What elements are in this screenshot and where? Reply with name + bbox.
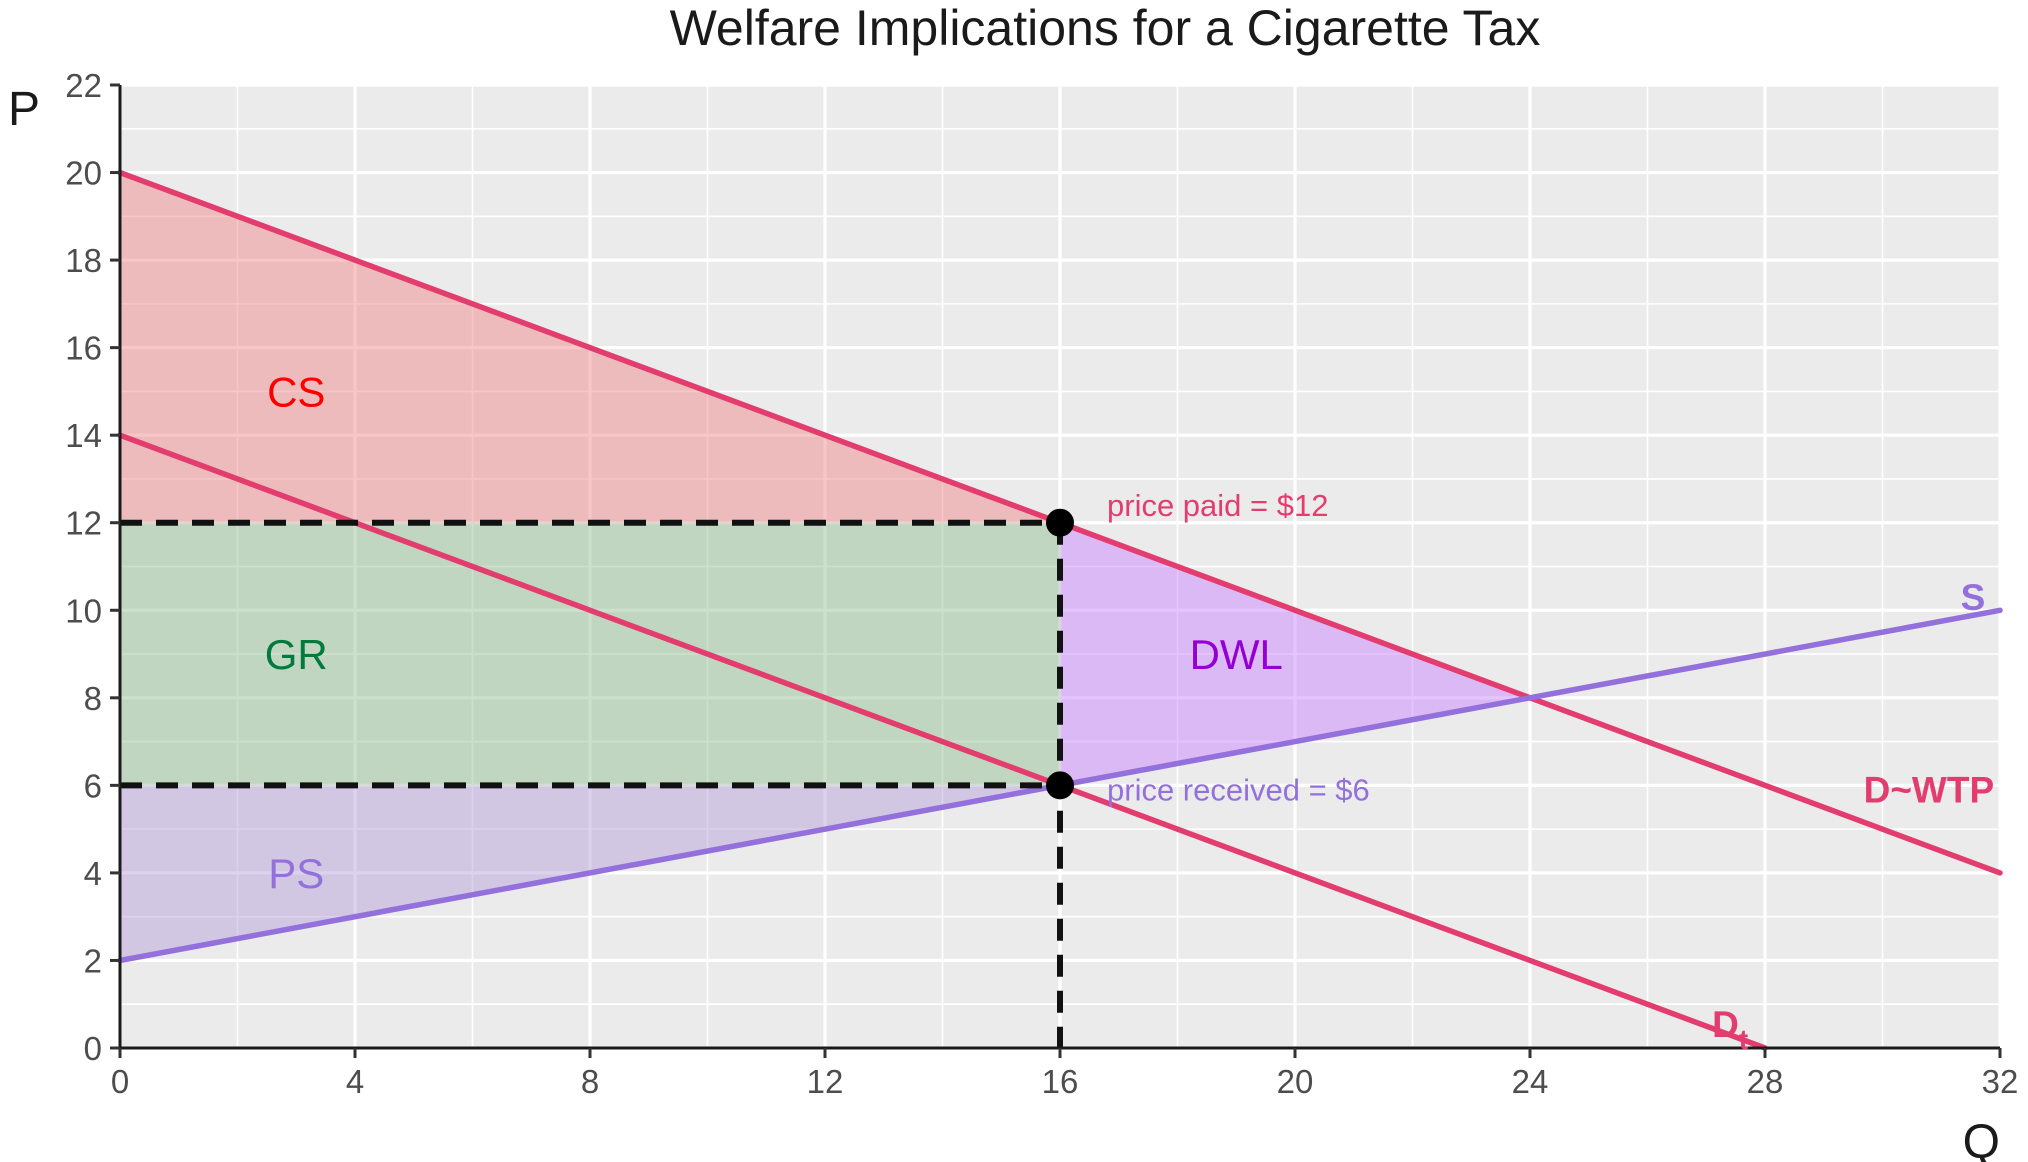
region-label-cs: CS (267, 368, 325, 415)
y-tick-label: 4 (84, 855, 102, 892)
x-axis-title: Q (1963, 1116, 2000, 1162)
curve-label-d-wtp: D~WTP (1864, 770, 1995, 811)
x-tick-label: 24 (1512, 1063, 1549, 1100)
y-tick-label: 12 (65, 505, 102, 542)
y-tick-label: 14 (65, 417, 102, 454)
x-tick-label: 28 (1747, 1063, 1784, 1100)
x-tick-label: 20 (1277, 1063, 1314, 1100)
curve-label-dt: Dt (1712, 1004, 1748, 1055)
curve-dt (117, 432, 1768, 1051)
y-tick-label: 8 (84, 680, 102, 717)
curve-label-s: S (1961, 577, 1986, 618)
y-tick-label: 10 (65, 592, 102, 629)
y-tick-label: 0 (84, 1030, 102, 1067)
region-label-gr: GR (265, 631, 328, 678)
chart-title: Welfare Implications for a Cigarette Tax (670, 0, 1541, 56)
y-tick-label: 22 (65, 67, 102, 104)
y-tick-label: 16 (65, 330, 102, 367)
data-point (1046, 508, 1074, 537)
region-dwl (1060, 522, 1530, 786)
curve-label-dt-main: D (1712, 1004, 1739, 1045)
y-tick-label: 6 (84, 767, 102, 804)
region-label-dwl: DWL (1190, 631, 1283, 678)
y-tick-label: 20 (65, 155, 102, 192)
x-tick-label: 4 (346, 1063, 364, 1100)
annotation-label: price paid = $12 (1107, 488, 1328, 523)
region-gr (120, 522, 1060, 786)
x-tick-label: 12 (807, 1063, 844, 1100)
y-tick-label: 18 (65, 242, 102, 279)
x-tick-label: 8 (581, 1063, 599, 1100)
curve-label-dt-subscript: t (1739, 1024, 1748, 1055)
y-axis-title: P (8, 83, 40, 136)
x-tick-label: 16 (1042, 1063, 1079, 1100)
data-point (1046, 771, 1074, 800)
y-tick-label: 2 (84, 942, 102, 979)
annotation-label: price received = $6 (1107, 773, 1370, 808)
region-label-ps: PS (268, 850, 324, 897)
x-tick-label: 0 (111, 1063, 129, 1100)
x-tick-label: 32 (1982, 1063, 2019, 1100)
